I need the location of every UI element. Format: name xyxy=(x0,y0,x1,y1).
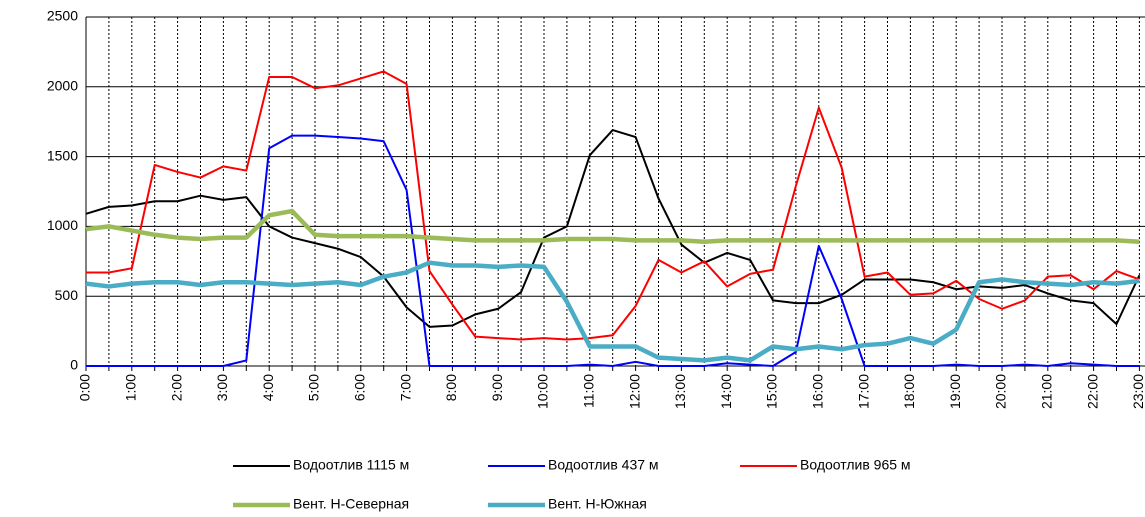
x-tick-label: 21:00 xyxy=(1039,374,1055,409)
x-tick-label: 1:00 xyxy=(123,374,139,401)
legend-label: Водоотлив 437 м xyxy=(548,457,659,473)
y-tick-label: 1000 xyxy=(47,217,78,233)
x-tick-label: 2:00 xyxy=(168,374,184,401)
x-tick-label: 0:00 xyxy=(77,374,93,401)
x-tick-label: 22:00 xyxy=(1084,374,1100,409)
x-tick-label: 16:00 xyxy=(810,374,826,409)
x-tick-label: 3:00 xyxy=(214,374,230,401)
x-tick-label: 19:00 xyxy=(947,374,963,409)
series-line xyxy=(85,208,1140,245)
x-tick-label: 9:00 xyxy=(489,374,505,401)
x-tick-label: 13:00 xyxy=(672,374,688,409)
x-tick-label: 4:00 xyxy=(260,374,276,401)
legend-label: Водоотлив 1115 м xyxy=(293,457,409,473)
y-tick-label: 2500 xyxy=(47,8,78,24)
legend-label: Вент. Н-Северная xyxy=(293,496,409,512)
y-tick-label: 2000 xyxy=(47,78,78,94)
x-tick-label: 23:00 xyxy=(1130,374,1145,409)
x-tick-label: 6:00 xyxy=(352,374,368,401)
y-tick-label: 1500 xyxy=(47,147,78,163)
x-tick-label: 5:00 xyxy=(306,374,322,401)
series-line xyxy=(86,134,1140,367)
x-tick-label: 8:00 xyxy=(443,374,459,401)
x-tick-label: 7:00 xyxy=(397,374,413,401)
x-tick-label: 11:00 xyxy=(581,374,597,408)
legend-label: Водоотлив 965 м xyxy=(800,457,911,473)
x-tick-label: 14:00 xyxy=(718,374,734,409)
x-tick-label: 20:00 xyxy=(993,374,1009,409)
series-line xyxy=(85,260,1140,363)
x-tick-label: 18:00 xyxy=(901,374,917,409)
y-tick-label: 500 xyxy=(55,287,79,303)
x-tick-label: 10:00 xyxy=(535,374,551,409)
x-tick-label: 15:00 xyxy=(764,374,780,409)
x-tick-label: 17:00 xyxy=(855,374,871,409)
y-tick-label: 0 xyxy=(70,357,78,373)
x-tick-label: 12:00 xyxy=(626,374,642,409)
legend-label: Вент. Н-Южная xyxy=(548,496,647,512)
series-line xyxy=(86,70,1140,341)
